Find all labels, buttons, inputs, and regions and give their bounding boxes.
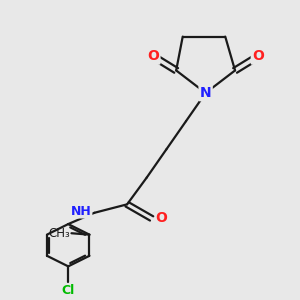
Text: O: O bbox=[252, 49, 264, 63]
Text: O: O bbox=[147, 49, 159, 63]
Text: N: N bbox=[200, 86, 212, 100]
Text: Cl: Cl bbox=[61, 284, 75, 297]
Text: NH: NH bbox=[71, 205, 92, 218]
Text: CH₃: CH₃ bbox=[48, 227, 70, 240]
Text: O: O bbox=[156, 212, 167, 225]
